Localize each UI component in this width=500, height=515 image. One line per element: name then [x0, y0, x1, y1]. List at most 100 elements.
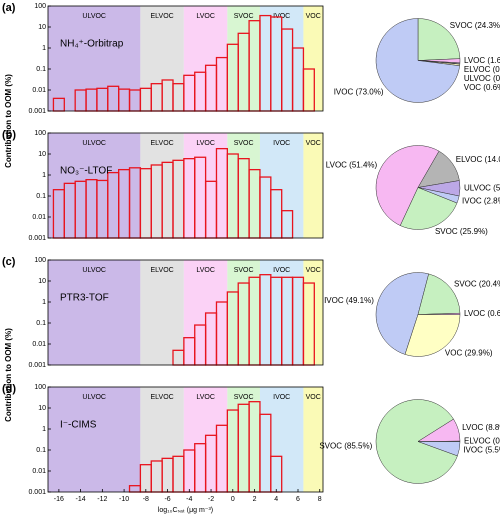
region-label: LVOC: [196, 394, 215, 401]
y-tick-label: 0.1: [36, 66, 46, 73]
region-label: VOC: [306, 13, 321, 20]
volatility-region: [140, 260, 184, 365]
slice-label: VOC (0.6%): [464, 83, 500, 92]
volatility-region: [227, 260, 260, 365]
slice-label: LVOC (51.4%): [326, 160, 378, 169]
region-label: SVOC: [234, 267, 254, 274]
volatility-region: [48, 260, 141, 365]
slice-label: IVOC (2.8%): [462, 196, 500, 205]
histogram-panel: ULVOC ELVOC LVOC SVOC IVOC VOC 0.001 0.01 0.1 1 10…: [2, 383, 324, 514]
y-tick-label: 1: [42, 172, 46, 179]
slice-label: VOC (29.9%): [445, 349, 493, 358]
y-tick-label: 100: [34, 384, 46, 391]
x-tick-label: -10: [119, 496, 129, 503]
region-label: LVOC: [196, 267, 215, 274]
region-label: SVOC: [234, 13, 254, 20]
slice-label: SVOC (24.3%): [450, 21, 500, 30]
region-label: SVOC: [234, 140, 254, 147]
panel-label: (d): [2, 383, 16, 395]
y-tick-label: 100: [34, 3, 46, 10]
x-tick-label: 0: [231, 496, 235, 503]
region-label: IVOC: [273, 267, 290, 274]
volatility-region: [303, 387, 323, 492]
volatility-region: [48, 133, 141, 238]
pie-slice: [404, 314, 461, 357]
slice-label: ELVOC (0.2%): [464, 436, 500, 445]
slice-label: ELVOC (0.4%): [464, 65, 500, 74]
region-label: VOC: [306, 267, 321, 274]
region-label: LVOC: [196, 140, 215, 147]
y-tick-label: 0.01: [32, 468, 46, 475]
instrument-label: PTR3-TOF: [60, 293, 109, 304]
panel-label: (a): [2, 2, 16, 14]
y-axis-label: Contribution to OOM (%): [4, 74, 13, 168]
region-label: ELVOC: [151, 394, 174, 401]
volatility-region: [303, 260, 323, 365]
region-label: VOC: [306, 394, 321, 401]
y-tick-label: 1: [42, 299, 46, 306]
y-tick-label: 0.01: [32, 87, 46, 94]
plot-frame: [47, 5, 324, 112]
plot-frame: [47, 386, 324, 493]
histogram-panel: ULVOC ELVOC LVOC SVOC IVOC VOC 0.001 0.01 0.1 1 10…: [2, 256, 324, 422]
slice-label: IVOC (73.0%): [334, 87, 384, 96]
instrument-label: I⁻-CIMS: [60, 420, 97, 431]
pie-slice: [375, 272, 430, 355]
y-tick-label: 1: [42, 45, 46, 52]
y-tick-label: 0.001: [28, 235, 46, 242]
region-label: ULVOC: [82, 267, 106, 274]
slice-label: IVOC (49.1%): [324, 296, 374, 305]
y-tick-label: 0.1: [36, 447, 46, 454]
x-tick-label: 6: [296, 496, 300, 503]
pie-slice: [375, 399, 458, 484]
region-label: IVOC: [273, 140, 290, 147]
volatility-region: [48, 387, 141, 492]
y-axis-label: Contribution to OOM (%): [4, 328, 13, 422]
y-tick-label: 0.001: [28, 108, 46, 115]
region-label: SVOC: [234, 394, 254, 401]
volatility-region: [227, 387, 260, 492]
slice-label: LVOC (1.6%): [464, 56, 500, 65]
x-tick-label: -12: [97, 496, 107, 503]
histogram-panel: ULVOC ELVOC LVOC SVOC IVOC VOC 0.001 0.01 0.1 1 10…: [2, 2, 324, 168]
region-label: ELVOC: [151, 267, 174, 274]
region-label: ELVOC: [151, 13, 174, 20]
pie-chart: SVOC (85.5%) LVOC (8.8%) ELVOC (0.2%)IVOC …: [319, 399, 500, 484]
panel-label: (b): [2, 129, 16, 141]
slice-label: LVOC (0.6%): [464, 309, 500, 318]
slice-label: SVOC (85.5%): [319, 442, 372, 451]
y-tick-label: 1: [42, 426, 46, 433]
y-tick-label: 10: [38, 405, 46, 412]
volatility-region: [48, 6, 141, 111]
region-label: IVOC: [273, 394, 290, 401]
panel-label: (c): [2, 256, 16, 268]
region-label: VOC: [306, 140, 321, 147]
slice-label: LVOC (8.8%): [462, 423, 500, 432]
region-label: ULVOC: [82, 394, 106, 401]
x-axis-label: log₁₀Cₛₐₜ (μg m⁻³): [158, 507, 213, 514]
pie-slice: [375, 18, 460, 103]
pie-slice: [375, 145, 440, 226]
x-tick-label: -4: [186, 496, 192, 503]
y-tick-label: 100: [34, 257, 46, 264]
slice-label: ULVOC (5.9%): [464, 183, 500, 192]
plot-frame: [47, 259, 324, 366]
y-tick-label: 0.1: [36, 320, 46, 327]
region-label: LVOC: [196, 13, 215, 20]
slice-label: ULVOC (0.1%): [464, 74, 500, 83]
volatility-region: [227, 6, 260, 111]
y-tick-label: 10: [38, 151, 46, 158]
pie-slice: [417, 273, 461, 315]
y-tick-label: 0.01: [32, 214, 46, 221]
y-tick-label: 0.001: [28, 489, 46, 496]
volatility-region: [303, 6, 323, 111]
slice-label: SVOC (25.9%): [435, 227, 488, 236]
slice-label: ELVOC (14.0%): [456, 155, 500, 164]
x-tick-label: 4: [274, 496, 278, 503]
instrument-label: NH₄⁺-Orbitrap: [60, 39, 124, 50]
slice-label: IVOC (5.5%): [463, 445, 500, 454]
region-label: ELVOC: [151, 140, 174, 147]
x-tick-label: 2: [253, 496, 257, 503]
x-tick-label: -8: [143, 496, 149, 503]
